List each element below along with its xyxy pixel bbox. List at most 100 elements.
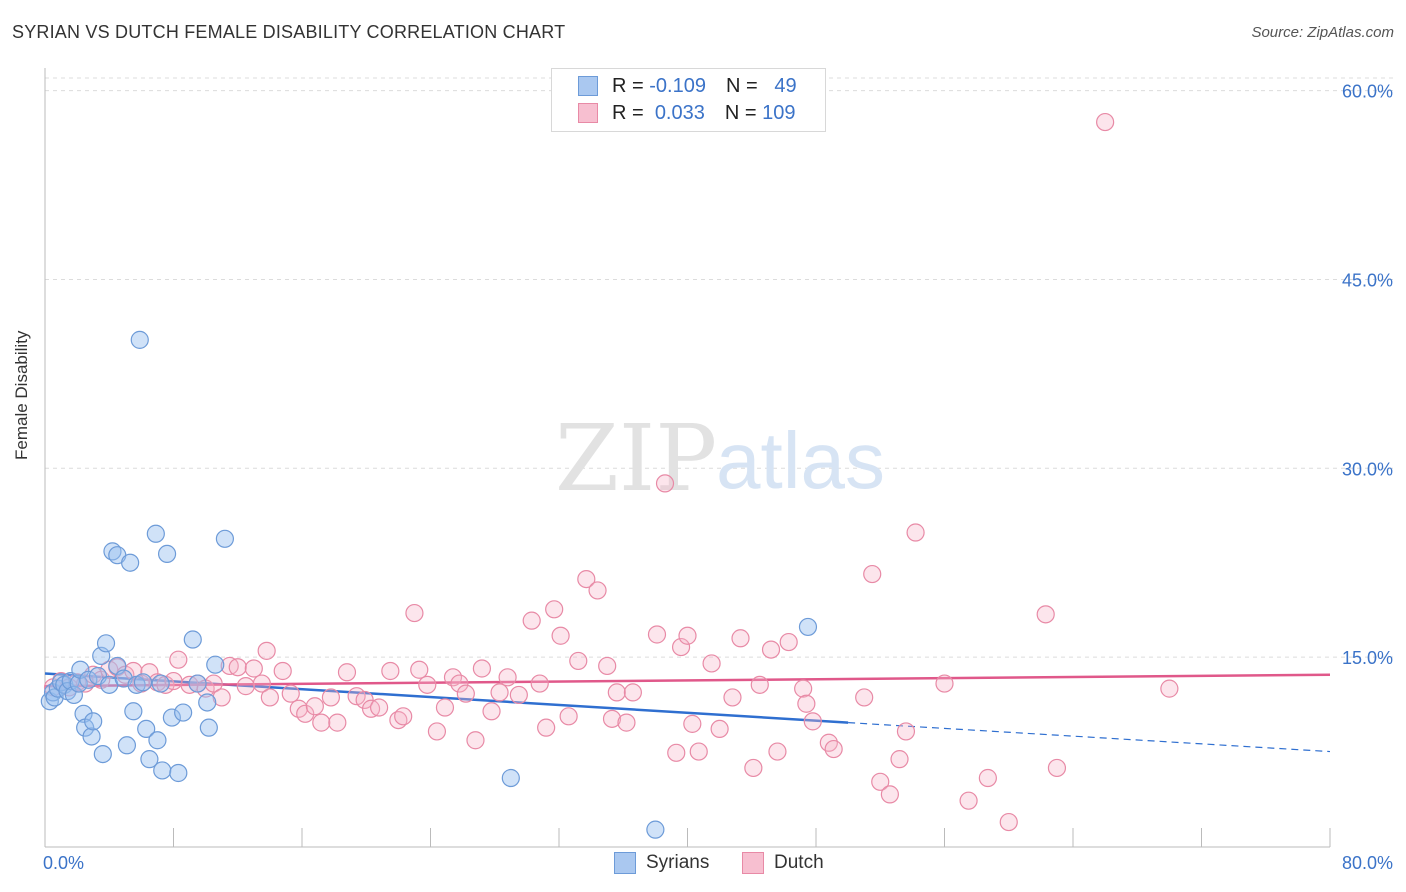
point-syrians [183, 630, 202, 649]
point-dutch [824, 739, 843, 759]
point-dutch [244, 659, 263, 678]
point-syrians [646, 820, 665, 839]
point-syrians [121, 553, 140, 572]
legend-swatch-syrians [578, 76, 598, 96]
point-dutch [871, 772, 890, 791]
point-dutch [689, 742, 708, 761]
watermark-zip: ZIP [555, 405, 717, 512]
point-dutch [394, 707, 413, 726]
point-dutch [1036, 605, 1055, 624]
legend-label-dutch: Dutch [774, 852, 824, 873]
point-dutch [710, 719, 729, 739]
point-dutch [935, 674, 954, 693]
point-dutch [797, 694, 816, 713]
point-dutch [731, 629, 750, 648]
point-dutch [794, 679, 813, 698]
legend-item-syrians[interactable]: Syrians [614, 852, 709, 874]
point-dutch [456, 684, 475, 703]
point-syrians [153, 761, 172, 780]
legend-swatch-dutch [742, 852, 764, 874]
legend-row-dutch: R = 0.033 N = 109 [578, 100, 796, 126]
point-syrians [151, 674, 170, 693]
watermark: ZIP atlas [555, 405, 885, 512]
point-dutch [509, 685, 528, 705]
point-dutch [370, 698, 389, 717]
point-syrians [69, 674, 88, 693]
point-dutch [577, 569, 596, 589]
point-dutch [623, 683, 642, 702]
point-dutch [768, 742, 787, 761]
point-dutch [906, 523, 925, 542]
point-dutch [252, 674, 271, 693]
trend-syrians [44, 672, 849, 724]
point-syrians [188, 674, 207, 693]
point-syrians [96, 634, 116, 653]
point-dutch [545, 600, 564, 619]
point-dutch [204, 674, 223, 693]
point-dutch [472, 659, 491, 678]
point-dutch [236, 677, 255, 696]
point-dutch [281, 684, 300, 703]
point-syrians [798, 617, 818, 637]
point-syrians [501, 768, 520, 788]
point-dutch [617, 713, 636, 732]
legend-n-value-dutch: 109 [762, 101, 796, 124]
legend-swatch-dutch [578, 103, 598, 123]
point-syrians [174, 703, 193, 722]
point-syrians [146, 524, 165, 543]
legend-row-syrians: R = -0.109 N = 49 [578, 73, 797, 99]
legend-r-label: R = [612, 101, 644, 124]
point-dutch [999, 812, 1018, 832]
legend-item-dutch[interactable]: Dutch [742, 852, 824, 874]
point-dutch [855, 688, 874, 707]
point-dutch [169, 650, 188, 669]
point-dutch [655, 474, 675, 493]
point-dutch [482, 702, 501, 721]
legend-n-label: N = [724, 101, 757, 124]
point-dutch [647, 625, 667, 644]
y-tick-label: 45.0% [1342, 270, 1393, 290]
point-syrians [124, 702, 143, 721]
point-dutch [551, 626, 570, 645]
point-syrians [157, 544, 177, 564]
point-syrians [199, 718, 218, 737]
legend-r-value-dutch: 0.033 [654, 101, 705, 124]
y-tick-label: 15.0% [1342, 648, 1393, 668]
point-syrians [117, 736, 137, 755]
point-dutch [427, 722, 447, 741]
point-dutch [450, 674, 469, 693]
legend-n-value-syrians: 49 [774, 74, 797, 97]
point-syrians [64, 685, 84, 705]
legend-r-label: R = [612, 74, 644, 97]
y-tick-label: 30.0% [1342, 459, 1393, 479]
point-dutch [305, 697, 324, 716]
point-dutch [498, 668, 517, 687]
legend-n-label: N = [725, 74, 758, 97]
point-dutch [779, 632, 798, 652]
point-syrians [215, 529, 234, 548]
legend-label-syrians: Syrians [646, 852, 710, 873]
point-dutch [978, 768, 997, 788]
point-dutch [530, 674, 549, 693]
data-points [40, 112, 1179, 839]
point-dutch [678, 626, 697, 645]
series-syrians [40, 330, 818, 839]
point-dutch [328, 713, 347, 732]
point-dutch [212, 688, 231, 707]
point-dutch [1160, 679, 1179, 698]
point-syrians [137, 719, 156, 739]
point-dutch [588, 581, 607, 600]
point-syrians [79, 670, 98, 689]
trend-lines [44, 672, 1331, 753]
point-dutch [750, 675, 769, 694]
y-tick-label: 60.0% [1342, 82, 1393, 102]
source-credit: Source: ZipAtlas.com [1251, 24, 1394, 41]
point-dutch [257, 641, 276, 660]
point-syrians [148, 731, 167, 750]
point-syrians [130, 330, 149, 349]
point-dutch [321, 688, 341, 707]
point-syrians [198, 693, 217, 712]
axes [44, 68, 1331, 848]
point-dutch [863, 564, 882, 584]
